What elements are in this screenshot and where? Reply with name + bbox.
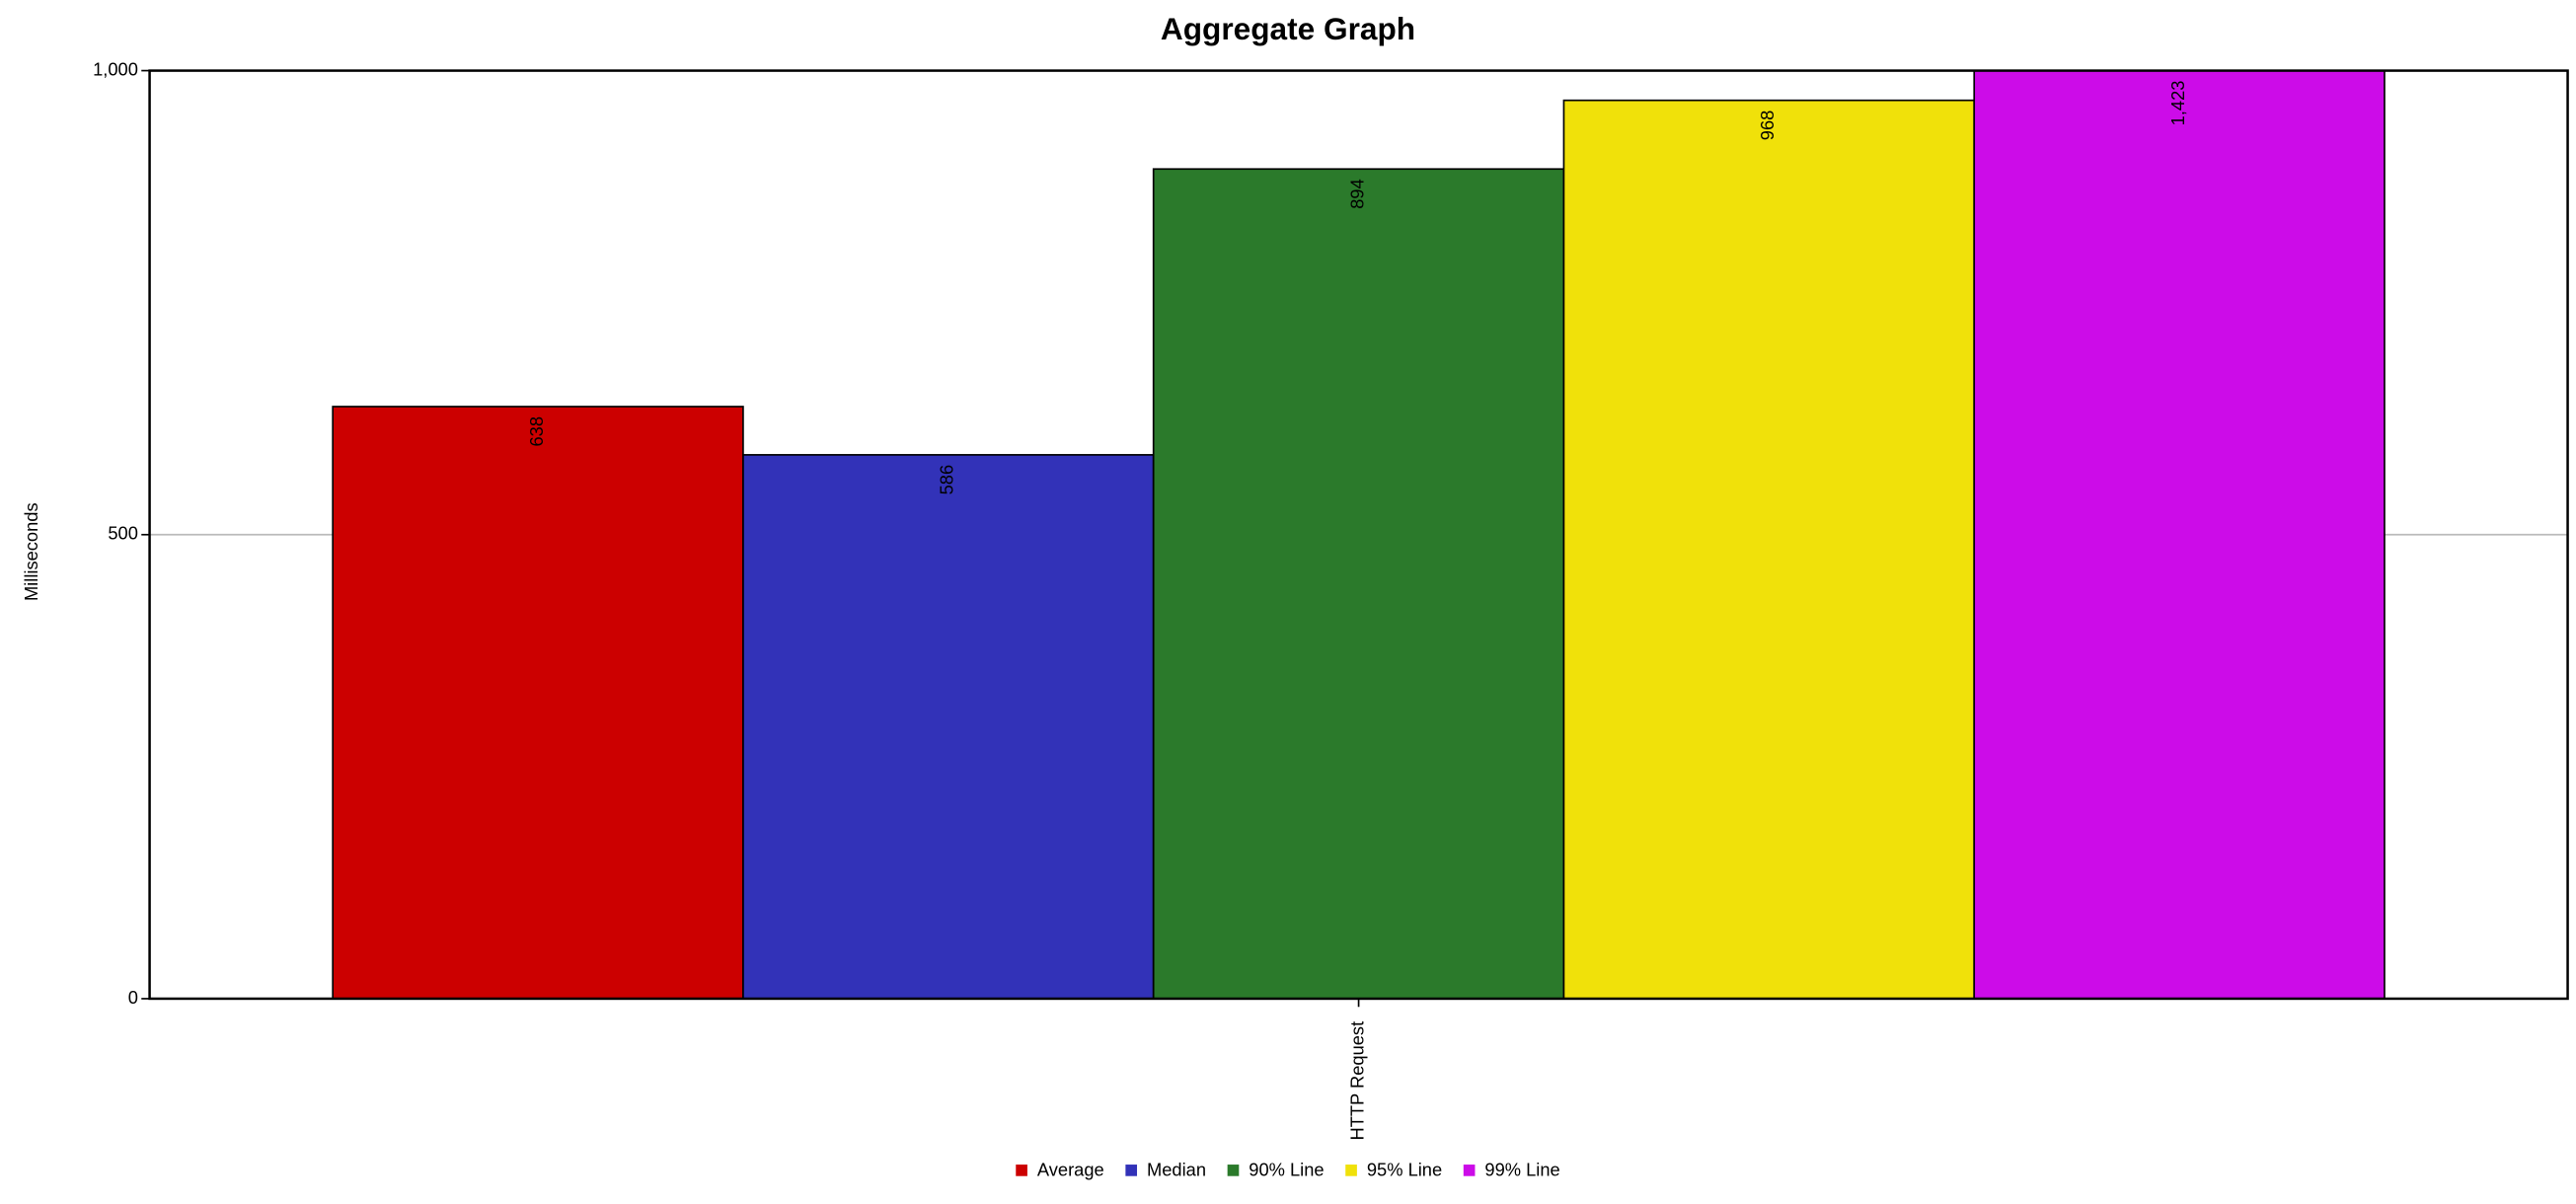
y-tick-label: 0 bbox=[128, 987, 138, 1008]
legend-swatch bbox=[1345, 1165, 1357, 1176]
value-label: 968 bbox=[1757, 111, 1778, 141]
bars bbox=[332, 70, 2386, 999]
legend-swatch bbox=[1016, 1165, 1027, 1176]
legend: Average Median 90% Line 95% Line 99% Line bbox=[1016, 1160, 1560, 1180]
legend-swatch bbox=[1463, 1165, 1476, 1176]
bar bbox=[1562, 99, 1976, 999]
y-tick-label: 1,000 bbox=[93, 58, 138, 79]
bar bbox=[332, 406, 744, 999]
legend-label: Median bbox=[1147, 1160, 1206, 1180]
labels: 0 500 1,000 HTTP Request 638 586 894 968 1,423 bbox=[93, 58, 2188, 1140]
legend-label: 95% Line bbox=[1367, 1160, 1442, 1180]
value-label: 638 bbox=[526, 416, 547, 447]
bar bbox=[742, 454, 1155, 999]
legend-label: 99% Line bbox=[1484, 1160, 1559, 1180]
x-tick-label: HTTP Request bbox=[1346, 1021, 1367, 1141]
legend-swatch bbox=[1227, 1165, 1240, 1176]
value-label: 586 bbox=[937, 465, 957, 495]
y-axis-title: Milliseconds bbox=[21, 502, 41, 601]
legend-label: 90% Line bbox=[1249, 1160, 1324, 1180]
value-label: 1,423 bbox=[2167, 81, 2188, 126]
chart-title: Aggregate Graph bbox=[1161, 11, 1415, 46]
value-label: 894 bbox=[1346, 179, 1367, 209]
bar bbox=[1973, 70, 2386, 999]
legend-swatch bbox=[1125, 1165, 1138, 1176]
y-tick-label: 500 bbox=[108, 523, 138, 544]
bar bbox=[1152, 168, 1565, 999]
legend-label: Average bbox=[1037, 1160, 1104, 1180]
